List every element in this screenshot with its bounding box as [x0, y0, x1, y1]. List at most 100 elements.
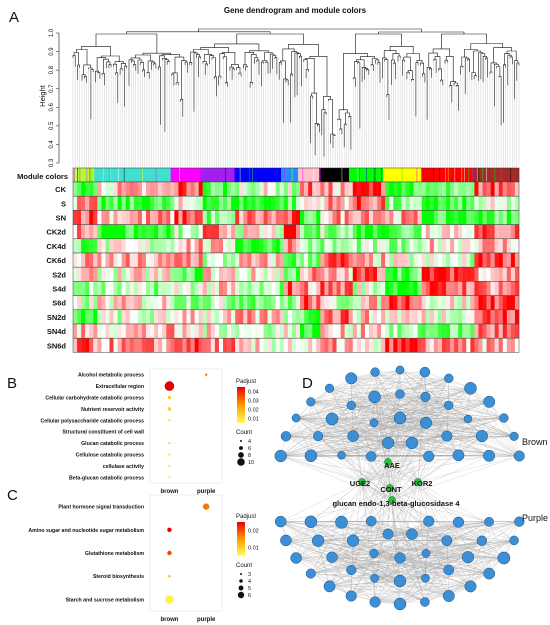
heatmap-cell [506, 281, 512, 296]
heatmap-cell [348, 196, 353, 211]
heatmap-cell [474, 238, 479, 253]
heatmap-cell [243, 281, 248, 296]
heatmap-cell [251, 338, 256, 353]
heatmap-cell [231, 182, 236, 197]
heatmap-cell [117, 224, 122, 239]
heatmap-cell [446, 196, 451, 211]
heatmap-cell [502, 309, 507, 324]
heatmap-cell [441, 196, 447, 211]
heatmap-cell [340, 309, 345, 324]
heatmap-cell [478, 238, 483, 253]
heatmap-cell [332, 253, 337, 268]
heatmap-cell [141, 210, 147, 225]
heatmap-cell [320, 182, 325, 197]
heatmap-cell [145, 267, 151, 282]
heatmap-cell [336, 182, 341, 197]
gene-node [304, 515, 318, 529]
heatmap-cell [381, 224, 386, 239]
panel-b-padjust-title: Padjust [236, 379, 256, 385]
heatmap-cell [446, 224, 451, 239]
heatmap-cell [304, 295, 309, 310]
heatmap-cell [377, 238, 382, 253]
heatmap-cell [498, 295, 503, 310]
heatmap-cell [109, 224, 114, 239]
heatmap-cell [218, 182, 224, 197]
heatmap-cell [344, 253, 349, 268]
heatmap-cell [389, 196, 394, 211]
heatmap-cell [320, 281, 325, 296]
heatmap-cell [401, 295, 406, 310]
heatmap-cell [125, 224, 130, 239]
heatmap-cell [279, 338, 284, 353]
heatmap-cell [360, 267, 366, 282]
panel-d-letter: D [302, 375, 313, 392]
heatmap-cell [170, 210, 175, 225]
heatmap-cell [490, 309, 495, 324]
heatmap-cell [377, 224, 382, 239]
heatmap-cell [421, 196, 426, 211]
heatmap-cell [300, 338, 305, 353]
heatmap-cell [441, 210, 447, 225]
heatmap-cell [267, 182, 272, 197]
heatmap-cell [417, 196, 422, 211]
heatmap-cell [429, 267, 435, 282]
heatmap-cell [93, 182, 98, 197]
heatmap-cell [283, 281, 289, 296]
heatmap-cell [474, 338, 479, 353]
heatmap-cell [466, 295, 471, 310]
heatmap-cell [494, 224, 499, 239]
heatmap-cell [490, 338, 495, 353]
heatmap-cell [514, 253, 520, 268]
heatmap-cell [218, 196, 224, 211]
heatmap-cell [137, 238, 143, 253]
heatmap-cell [202, 324, 207, 339]
heatmap-cell [514, 238, 520, 253]
heatmap-cell [300, 253, 305, 268]
heatmap-cell [182, 224, 187, 239]
heatmap-cell [425, 267, 430, 282]
heatmap-cell [170, 182, 175, 197]
hub-gene-label: KOR2 [412, 479, 433, 488]
heatmap-cell [304, 281, 309, 296]
heatmap-cell [263, 196, 268, 211]
heatmap-cell [85, 267, 90, 282]
heatmap-cell [368, 338, 374, 353]
heatmap-cell [421, 238, 426, 253]
module-stripe [102, 168, 104, 182]
module-color-segment [298, 168, 320, 182]
heatmap-cell [332, 338, 337, 353]
heatmap-cell [239, 295, 244, 310]
gene-node [475, 430, 488, 443]
heatmap-cell [109, 324, 114, 339]
module-stripe [416, 168, 418, 182]
heatmap-cell [89, 309, 94, 324]
heatmap-cell [429, 338, 435, 353]
heatmap-cell [320, 267, 325, 282]
heatmap-cell [336, 324, 341, 339]
heatmap-cell [462, 238, 467, 253]
heatmap-cell [308, 309, 313, 324]
heatmap-cell [271, 224, 276, 239]
heatmap-cell [154, 210, 159, 225]
heatmap-cell [113, 267, 118, 282]
heatmap-cell [320, 338, 325, 353]
heatmap-cell [145, 281, 151, 296]
heatmap-cell [162, 338, 167, 353]
count-legend-label: 6 [248, 593, 251, 599]
heatmap-cell [231, 210, 236, 225]
heatmap-cell [279, 267, 284, 282]
heatmap-cell [502, 324, 507, 339]
heatmap-cell [77, 309, 82, 324]
heatmap-cell [105, 224, 110, 239]
heatmap-cell [166, 281, 171, 296]
module-stripe [333, 168, 334, 182]
padjust-tick-label: 0.01 [248, 546, 259, 552]
heatmap-cell [336, 309, 341, 324]
heatmap-cell [486, 210, 491, 225]
enrichment-dot [168, 419, 171, 422]
heatmap-cell [81, 253, 86, 268]
heatmap-cell [223, 295, 228, 310]
heatmap-cell [498, 281, 503, 296]
heatmap-cell [466, 210, 471, 225]
